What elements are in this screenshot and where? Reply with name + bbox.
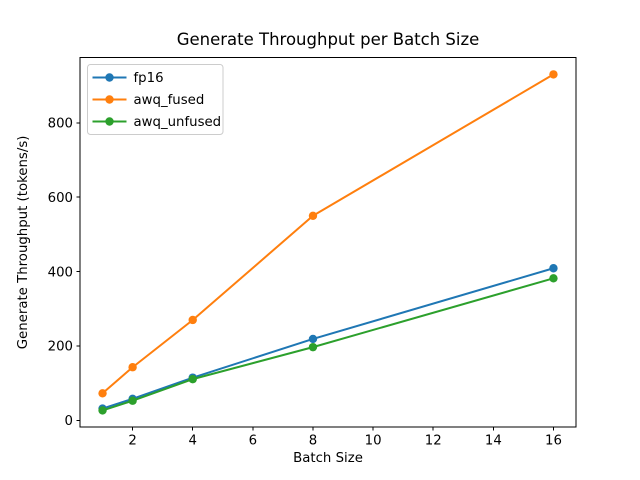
y-tick-label: 800	[48, 116, 73, 131]
series-marker-awq_unfused	[308, 342, 318, 352]
series-marker-awq_fused	[188, 315, 197, 325]
legend-sample-marker-awq_fused	[105, 95, 114, 104]
series-marker-awq_fused	[128, 363, 137, 372]
legend-label-awq_unfused: awq_unfused	[134, 115, 222, 130]
legend-box	[87, 64, 224, 135]
y-tick-label: 400	[48, 265, 73, 280]
y-tick-label: 600	[48, 191, 73, 206]
series-marker-fp16	[308, 334, 318, 344]
legend-label-awq_fused: awq_fused	[134, 93, 205, 108]
chart-title: Generate Throughput per Batch Size	[177, 30, 480, 49]
series-line-awq_unfused	[101, 277, 555, 412]
legend-sample-marker-awq_unfused	[105, 117, 114, 126]
y-axis-label: Generate Throughput (tokens/s)	[16, 136, 31, 350]
series-marker-fp16	[549, 264, 558, 273]
x-axis-label: Batch Size	[293, 451, 363, 466]
series-marker-awq_fused	[549, 70, 558, 79]
legend-label-fp16: fp16	[134, 71, 164, 86]
series-marker-awq_unfused	[549, 274, 558, 283]
x-tick-label: 8	[309, 434, 317, 449]
y-tick-label: 0	[65, 414, 73, 429]
legend-sample-marker-fp16	[105, 73, 114, 82]
series-marker-awq_fused	[308, 211, 318, 220]
x-tick-label: 4	[188, 434, 196, 449]
axes-spines	[79, 57, 577, 428]
x-tick-label: 16	[545, 434, 562, 449]
series-marker-awq_unfused	[128, 396, 137, 405]
series-marker-awq_fused	[98, 389, 107, 398]
x-tick-label: 6	[249, 434, 257, 449]
x-tick-label: 2	[128, 434, 136, 449]
y-tick-label: 200	[48, 340, 73, 355]
series-marker-awq_unfused	[98, 406, 107, 415]
x-tick-label: 14	[485, 434, 502, 449]
plot-area: 0 200 400 600 800 2 4 6 8 10 12 14 16 fp16 awq_fusedaw…	[48, 57, 577, 449]
series-marker-awq_unfused	[188, 374, 197, 384]
x-tick-label: 10	[365, 434, 382, 449]
x-tick-label: 12	[425, 434, 442, 449]
